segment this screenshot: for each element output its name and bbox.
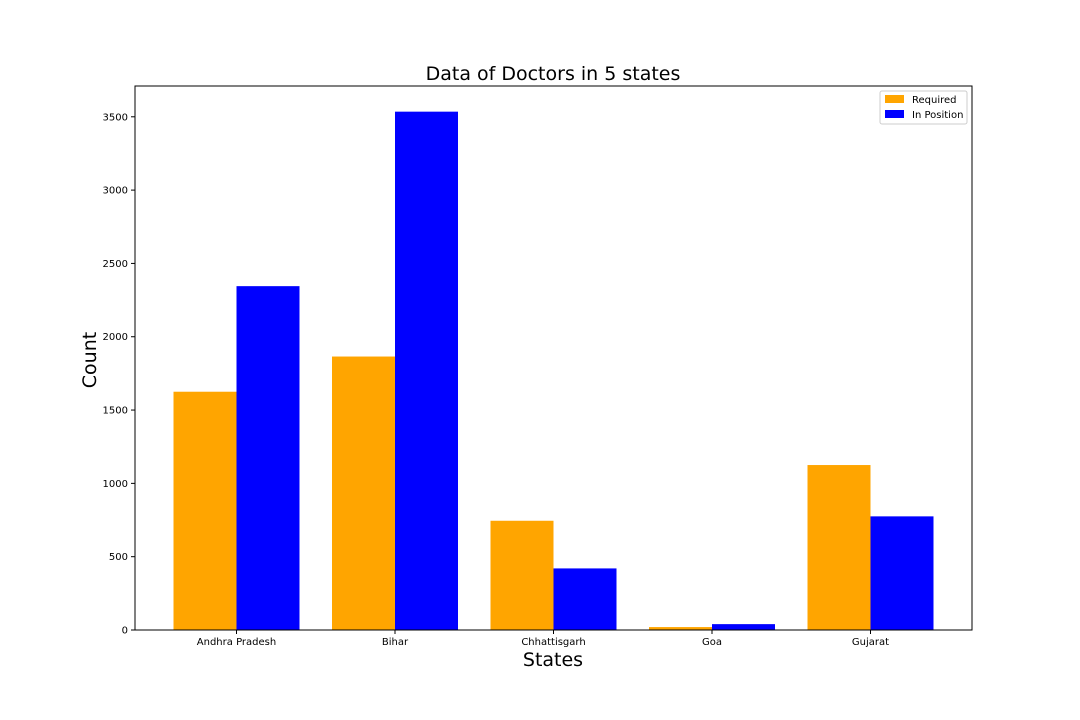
y-axis-ticks: 0 500 1000 1500 2000 2500 3000 3500 (103, 112, 135, 637)
bar-required-andhra-pradesh (173, 391, 237, 630)
bar-required-chhattisgarh (490, 520, 554, 630)
x-tick-label: Andhra Pradesh (197, 637, 276, 648)
legend-swatch-in-position (885, 110, 904, 118)
y-tick-label: 2000 (103, 332, 128, 343)
x-tick-label: Bihar (382, 637, 409, 648)
bar-in-position-goa (712, 624, 775, 630)
chart-title: Data of Doctors in 5 states (426, 63, 681, 85)
bar-in-position-andhra-pradesh (236, 286, 300, 630)
y-tick-label: 500 (109, 552, 128, 563)
y-tick-label: 3000 (103, 186, 128, 197)
x-tick-label: Chhattisgarh (521, 637, 585, 648)
bar-in-position-gujarat (870, 516, 934, 630)
x-axis-label: States (523, 649, 583, 671)
x-tick-label: Gujarat (852, 637, 889, 648)
bar-required-bihar (332, 356, 395, 630)
legend-label-in-position: In Position (912, 110, 963, 121)
y-tick-label: 3500 (103, 112, 128, 123)
bar-in-position-bihar (395, 111, 458, 630)
y-axis-label: Count (79, 332, 101, 388)
y-tick-label: 1500 (103, 406, 128, 417)
legend-swatch-required (885, 95, 904, 103)
y-tick-label: 1000 (103, 479, 128, 490)
y-tick-label: 0 (122, 626, 128, 637)
legend-label-required: Required (912, 95, 957, 106)
bar-in-position-chhattisgarh (553, 568, 617, 630)
bar-required-gujarat (807, 465, 871, 630)
y-tick-label: 2500 (103, 259, 128, 270)
x-axis-ticks: Andhra Pradesh Bihar Chhattisgarh Goa Gujara… (197, 630, 889, 648)
bars-group (173, 111, 934, 630)
x-tick-label: Goa (702, 637, 722, 648)
bar-required-goa (649, 627, 712, 630)
plot-frame (134, 85, 973, 631)
legend: Required In Position (879, 90, 968, 125)
